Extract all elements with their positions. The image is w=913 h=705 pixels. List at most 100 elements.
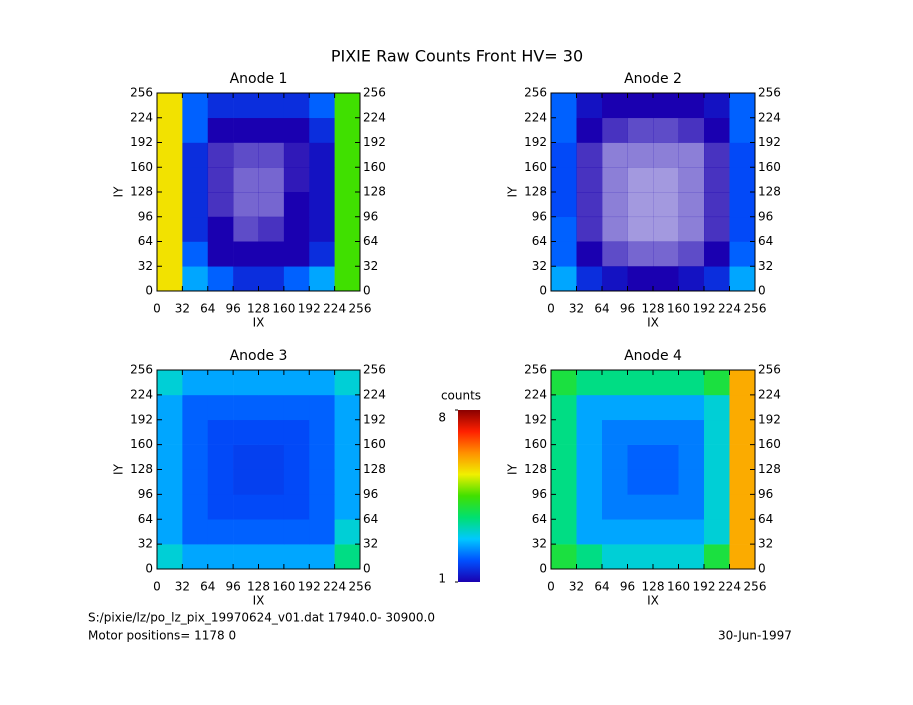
heat-cell xyxy=(207,394,234,421)
heat-cell xyxy=(334,117,361,143)
y-tick-label-right: 192 xyxy=(363,135,386,149)
heat-cell xyxy=(653,266,679,292)
y-tick-label-right: 0 xyxy=(363,562,371,576)
heat-cell xyxy=(309,444,335,470)
heat-cell xyxy=(283,544,310,570)
heat-cell xyxy=(602,544,628,570)
x-tick-label: 64 xyxy=(200,580,215,594)
y-tick-label: 192 xyxy=(524,412,547,426)
x-tick-label: 64 xyxy=(594,580,609,594)
heat-cell xyxy=(283,241,310,267)
heat-cell xyxy=(602,469,628,495)
heat-cell xyxy=(157,93,183,119)
x-tick-label: 96 xyxy=(225,580,240,594)
heat-cell xyxy=(157,394,183,421)
x-tick-label: 192 xyxy=(693,580,716,594)
y-tick-label-right: 160 xyxy=(758,160,781,174)
y-tick-label-right: 32 xyxy=(363,537,378,551)
heat-cell xyxy=(334,216,361,242)
y-tick-label: 96 xyxy=(138,487,153,501)
heat-cell xyxy=(551,93,577,119)
y-tick-label: 128 xyxy=(130,462,153,476)
heat-cell xyxy=(627,167,654,193)
heat-cell xyxy=(309,494,335,520)
heat-cell xyxy=(729,167,756,193)
heat-cell xyxy=(334,394,361,421)
heat-cell xyxy=(207,266,234,292)
x-tick-label: 0 xyxy=(547,302,555,316)
heat-cell xyxy=(602,394,628,421)
heat-cell xyxy=(729,216,756,242)
x-tick-label: 32 xyxy=(569,302,584,316)
heat-cell xyxy=(207,117,234,143)
heat-cell xyxy=(627,142,654,168)
footer-date: 30-Jun-1997 xyxy=(718,629,792,643)
heat-cell xyxy=(182,370,209,396)
footer-file: S:/pixie/lz/po_lz_pix_19970624_v01.dat 1… xyxy=(88,611,435,625)
y-axis-label: IY xyxy=(506,186,520,198)
heat-cell xyxy=(678,419,705,445)
x-tick-label: 64 xyxy=(594,302,609,316)
y-tick-label-right: 256 xyxy=(363,363,386,377)
heat-cell xyxy=(602,444,628,470)
heat-cell xyxy=(233,142,259,168)
heat-cell xyxy=(182,117,209,143)
heat-cell xyxy=(653,216,679,242)
colorbar-label: counts xyxy=(441,389,481,403)
heat-cell xyxy=(309,192,335,218)
heat-cell xyxy=(653,469,679,495)
heat-cell xyxy=(157,519,183,545)
heat-cell xyxy=(233,167,259,193)
heat-cell xyxy=(207,241,234,267)
heat-cell xyxy=(207,494,234,520)
y-tick-label: 0 xyxy=(539,562,547,576)
x-tick-label: 192 xyxy=(693,302,716,316)
heat-cell xyxy=(551,192,577,218)
x-axis-label: IX xyxy=(647,594,659,608)
heat-cell xyxy=(729,394,756,421)
y-tick-label: 160 xyxy=(524,437,547,451)
heat-cell xyxy=(334,266,361,292)
y-tick-label-right: 0 xyxy=(363,284,371,298)
heat-cell xyxy=(627,216,654,242)
heat-cell xyxy=(309,419,335,445)
heat-cell xyxy=(576,394,603,421)
heat-cell xyxy=(334,469,361,495)
y-axis-label: IY xyxy=(112,463,126,475)
heat-cell xyxy=(576,266,603,292)
heat-cell xyxy=(729,419,756,445)
heat-cell xyxy=(653,444,679,470)
y-tick-label: 32 xyxy=(532,259,547,273)
x-tick-label: 96 xyxy=(225,302,240,316)
y-tick-label-right: 32 xyxy=(363,259,378,273)
heat-cell xyxy=(678,544,705,570)
heat-cell xyxy=(334,444,361,470)
heat-cell xyxy=(157,241,183,267)
heat-cell xyxy=(233,494,259,520)
heat-cell xyxy=(207,192,234,218)
heat-cell xyxy=(182,419,209,445)
heat-cell xyxy=(602,370,628,396)
heat-cell xyxy=(182,167,209,193)
heat-cell xyxy=(576,142,603,168)
heat-cell xyxy=(729,142,756,168)
subplot-title: Anode 4 xyxy=(624,348,682,364)
heat-cell xyxy=(653,142,679,168)
heat-cell xyxy=(729,241,756,267)
heat-cell xyxy=(551,241,577,267)
heat-cell xyxy=(182,444,209,470)
heat-cell xyxy=(602,419,628,445)
heat-cell xyxy=(602,241,628,267)
heat-cell xyxy=(258,117,285,143)
heat-cell xyxy=(627,469,654,495)
heat-cell xyxy=(258,142,285,168)
heat-cell xyxy=(283,494,310,520)
heat-cell xyxy=(576,192,603,218)
heat-cell xyxy=(182,142,209,168)
x-tick-label: 160 xyxy=(667,302,690,316)
y-tick-label-right: 96 xyxy=(363,209,378,223)
heat-cell xyxy=(704,494,730,520)
y-tick-label: 64 xyxy=(138,512,153,526)
heat-cell xyxy=(704,117,730,143)
